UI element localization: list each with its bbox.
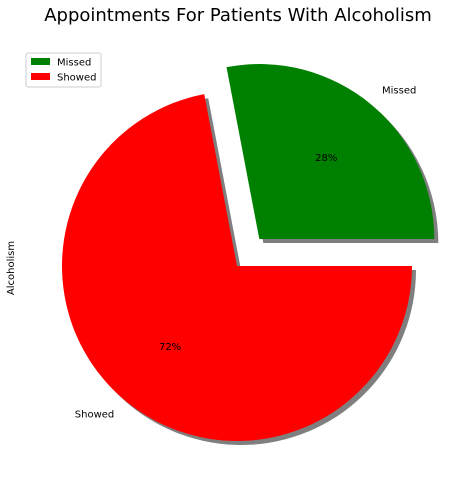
legend-swatch-showed [31,73,50,80]
pie-slices: Missed 28% Showed 72% [61,64,439,445]
legend-entry-showed: Showed [57,73,96,84]
legend: Missed Showed [25,52,102,88]
slice-showed [61,94,412,441]
slice-missed [226,64,435,240]
slice-pct-showed: 72% [159,342,181,353]
slice-label-missed: Missed [382,86,416,97]
chart-title: Appointments For Patients With Alcoholis… [44,5,432,26]
slice-label-showed: Showed [75,409,114,420]
legend-swatch-missed [31,58,50,65]
slice-pct-missed: 28% [315,153,337,164]
y-axis-label: Alcoholism [6,241,17,295]
legend-entry-missed: Missed [57,58,91,69]
